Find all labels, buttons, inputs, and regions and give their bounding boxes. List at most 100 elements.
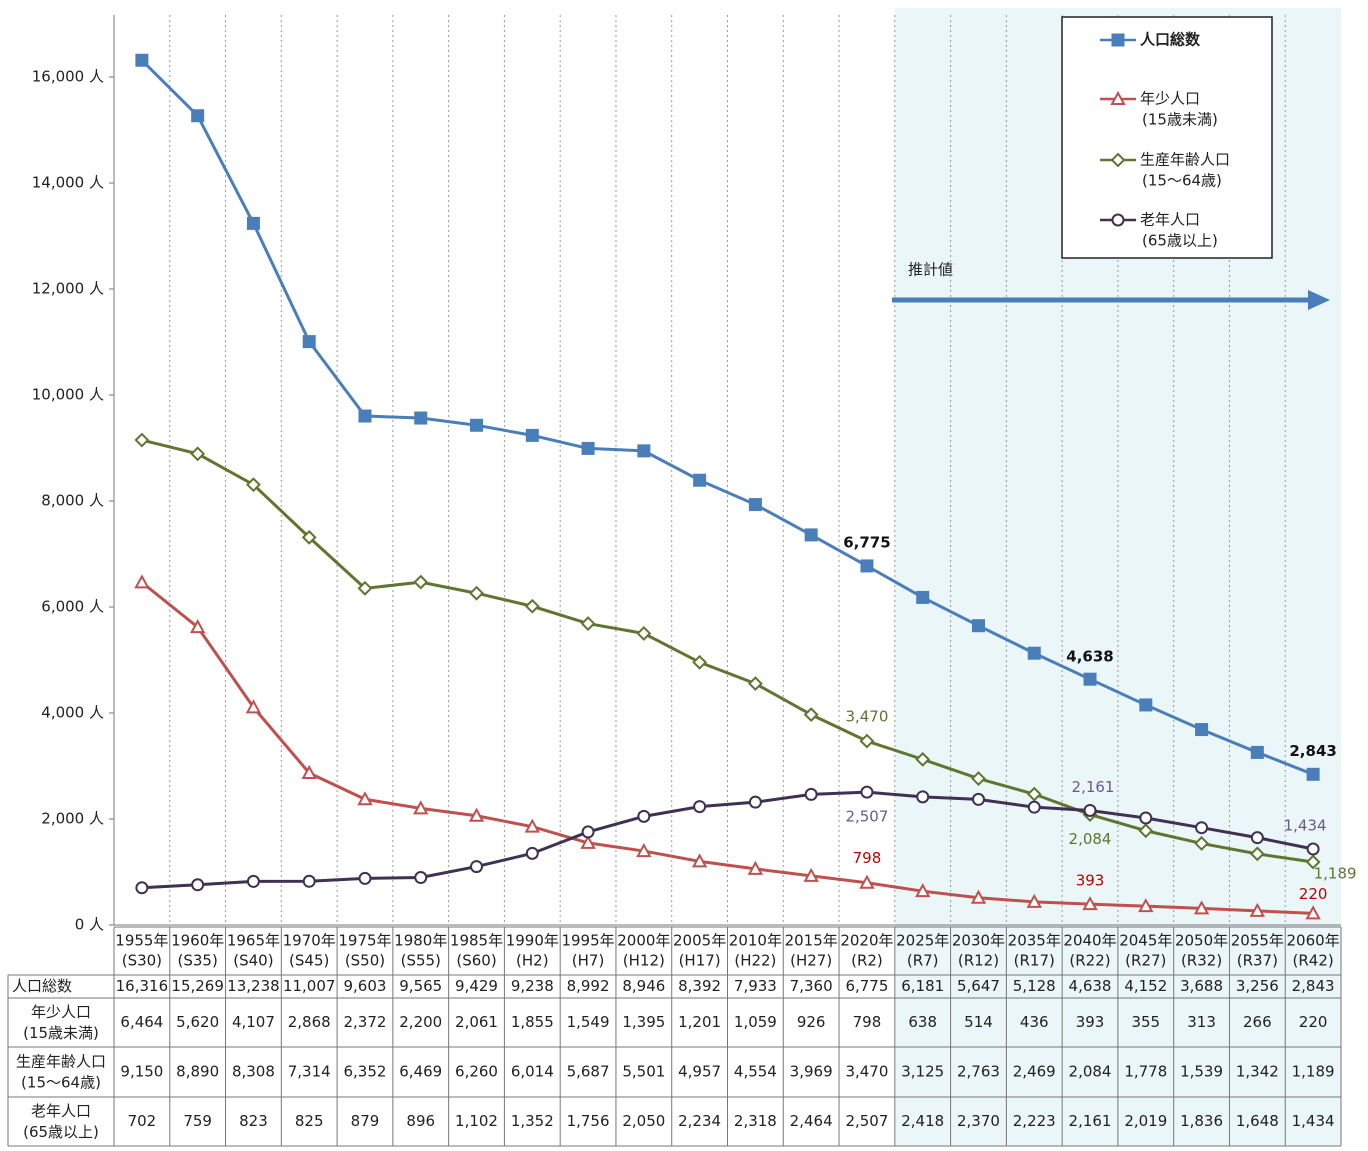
- marker: [747, 860, 764, 875]
- table-cell: 3,256: [1236, 977, 1279, 995]
- marker: [1195, 723, 1209, 737]
- table-cell: 9,150: [120, 1063, 163, 1081]
- marker: [748, 795, 762, 809]
- table-cell: 313: [1187, 1013, 1216, 1031]
- data-label: 2,161: [1072, 778, 1115, 796]
- data-label: 220: [1299, 885, 1328, 903]
- marker: [191, 109, 205, 123]
- x-tick-sublabel: (R42): [1293, 952, 1334, 970]
- marker: [413, 574, 429, 590]
- marker: [860, 785, 874, 799]
- x-tick-sublabel: (S30): [122, 952, 162, 970]
- table-cell: 759: [183, 1112, 212, 1130]
- data-label: 393: [1076, 872, 1105, 890]
- x-tick-label: 2060年: [1287, 932, 1340, 950]
- table-cell: 8,890: [176, 1063, 219, 1081]
- row-header: 老年人口: [31, 1102, 91, 1120]
- marker: [748, 498, 762, 512]
- table-cell: 9,238: [511, 977, 554, 995]
- x-tick-label: 2005年: [673, 932, 726, 950]
- row-header: 人口総数: [12, 977, 72, 995]
- table-cell: 1,648: [1236, 1112, 1279, 1130]
- table-cell: 879: [351, 1112, 380, 1130]
- marker: [301, 529, 317, 545]
- series-line: [141, 790, 1314, 890]
- marker: [524, 598, 540, 614]
- x-tick-sublabel: (R32): [1181, 952, 1222, 970]
- legend-label: 老年人口: [1140, 211, 1200, 229]
- data-label: 3,470: [845, 708, 888, 726]
- table-cell: 1,352: [511, 1112, 554, 1130]
- marker: [1249, 846, 1265, 862]
- marker: [1305, 854, 1321, 870]
- marker: [803, 867, 819, 882]
- table-cell: 5,620: [176, 1013, 219, 1031]
- marker: [692, 654, 708, 670]
- table-cell: 9,603: [344, 977, 387, 995]
- marker: [189, 619, 206, 634]
- table-cell: 1,201: [678, 1013, 721, 1031]
- table-cell: 5,647: [957, 977, 1000, 995]
- table-cell: 2,050: [622, 1112, 665, 1130]
- table-cell: 2,763: [957, 1063, 1000, 1081]
- marker: [246, 477, 261, 493]
- marker: [1193, 900, 1210, 915]
- x-tick-sublabel: (H2): [516, 952, 549, 970]
- table-cell: 7,314: [288, 1063, 331, 1081]
- x-tick-label: 2025年: [896, 932, 949, 950]
- x-tick-sublabel: (R12): [958, 952, 999, 970]
- marker: [693, 800, 707, 814]
- y-tick-label: 0 人: [75, 916, 104, 934]
- table-cell: 5,128: [1013, 977, 1056, 995]
- marker: [246, 216, 260, 230]
- table-cell: 9,429: [455, 977, 498, 995]
- table-cell: 4,152: [1124, 977, 1167, 995]
- table-cell: 1,539: [1180, 1063, 1223, 1081]
- table-cell: 4,957: [678, 1063, 721, 1081]
- x-tick-label: 2000年: [617, 932, 670, 950]
- marker: [1306, 842, 1320, 856]
- x-tick-sublabel: (H27): [790, 952, 832, 970]
- row-header-sub: (15歳未満): [23, 1024, 99, 1042]
- table-cell: 4,638: [1069, 977, 1112, 995]
- table-cell: 1,189: [1292, 1063, 1335, 1081]
- marker: [1026, 893, 1042, 908]
- x-tick-sublabel: (R2): [851, 952, 883, 970]
- marker: [1139, 698, 1153, 712]
- marker: [1139, 811, 1153, 825]
- marker: [581, 825, 595, 839]
- table-cell: 13,238: [227, 977, 280, 995]
- marker: [414, 411, 428, 425]
- marker: [1250, 831, 1264, 845]
- marker: [915, 883, 931, 898]
- table-cell: 1,549: [567, 1013, 610, 1031]
- table-cell: 1,342: [1236, 1063, 1279, 1081]
- marker: [636, 842, 652, 858]
- marker: [1305, 905, 1321, 920]
- marker: [135, 881, 149, 895]
- marker: [1110, 152, 1126, 168]
- marker: [414, 871, 428, 885]
- marker: [190, 446, 206, 462]
- x-tick-label: 1965年: [227, 932, 280, 950]
- data-label: 1,189: [1314, 864, 1357, 882]
- marker: [747, 676, 763, 692]
- marker: [971, 771, 986, 786]
- table-cell: 6,464: [120, 1013, 163, 1031]
- marker: [1027, 800, 1041, 814]
- x-tick-label: 2020年: [840, 932, 893, 950]
- table-cell: 3,969: [790, 1063, 833, 1081]
- x-tick-sublabel: (H17): [679, 952, 721, 970]
- x-tick-label: 1995年: [561, 932, 614, 950]
- y-tick-label: 16,000 人: [32, 68, 104, 86]
- data-label: 2,843: [1289, 742, 1336, 760]
- marker: [971, 792, 985, 806]
- table-cell: 2,234: [678, 1112, 721, 1130]
- table-cell: 6,181: [901, 977, 944, 995]
- x-tick-sublabel: (H7): [572, 952, 605, 970]
- table-cell: 6,469: [399, 1063, 442, 1081]
- x-tick-sublabel: (R27): [1125, 952, 1166, 970]
- table-cell: 2,507: [845, 1112, 888, 1130]
- marker: [302, 874, 316, 888]
